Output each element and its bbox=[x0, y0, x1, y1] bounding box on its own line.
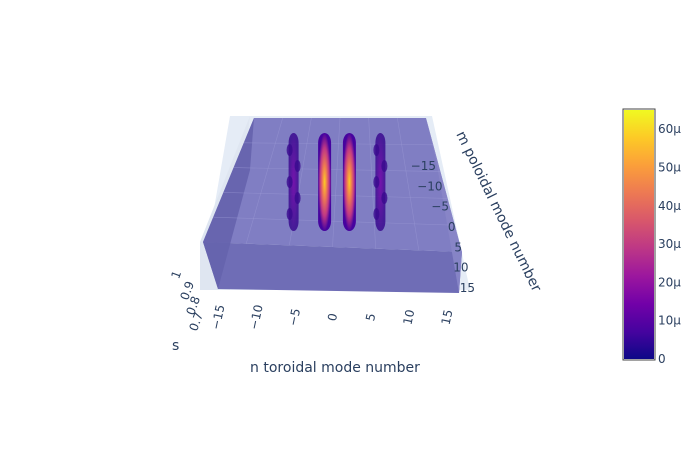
y-tick-labels: −15 −10 −5 0 5 10 15 bbox=[411, 159, 475, 295]
y-tick-label: −10 bbox=[417, 179, 442, 193]
y-tick-label: 15 bbox=[460, 281, 475, 295]
grid-line bbox=[332, 117, 341, 248]
colorbar-tick-label: 30μ bbox=[658, 237, 681, 251]
z-tick-label: 0.9 bbox=[177, 279, 197, 302]
peak-column-fringe bbox=[381, 160, 388, 172]
grid-lines bbox=[213, 117, 455, 251]
x-axis-title: n toroidal mode number bbox=[250, 360, 420, 376]
peak-column-fringe bbox=[286, 176, 293, 188]
z-tick-label: 0.7 bbox=[186, 310, 206, 333]
x-tick-label: −5 bbox=[286, 307, 303, 327]
colorbar-tick-label: 20μ bbox=[658, 275, 681, 289]
isosurface-slab-side bbox=[426, 118, 462, 293]
y-tick-label: 10 bbox=[453, 261, 468, 275]
grid-line bbox=[233, 167, 441, 172]
peak-column-fringe bbox=[286, 144, 293, 156]
peak-column-fringe bbox=[373, 176, 380, 188]
x-tick-label: −15 bbox=[209, 303, 228, 331]
peak-column-fringe bbox=[294, 192, 301, 204]
peak-column bbox=[375, 133, 386, 231]
peak-column-fringe bbox=[286, 208, 293, 220]
colorbar-tick-label: 60μ bbox=[658, 122, 681, 136]
peak-column-fringe bbox=[294, 160, 301, 172]
x-tick-label: 0 bbox=[325, 312, 340, 322]
peak-column bbox=[318, 133, 332, 231]
z-axis-title: s bbox=[172, 338, 179, 354]
z-tick-label: 0.8 bbox=[183, 294, 203, 317]
grid-line bbox=[245, 117, 283, 244]
colorbar-frame bbox=[622, 108, 656, 361]
colorbar-tick-label: 40μ bbox=[658, 199, 681, 213]
grid-line bbox=[397, 117, 420, 251]
peak-column bbox=[288, 133, 299, 231]
peak-column bbox=[342, 133, 356, 231]
peak-column-fringe bbox=[381, 192, 388, 204]
z-tick-labels: 0.70.80.91 bbox=[168, 269, 206, 333]
colorbar: 0 10μ 20μ 30μ 40μ 50μ 60μ bbox=[622, 108, 681, 366]
x-tick-label: −10 bbox=[247, 303, 266, 331]
y-tick-label: −5 bbox=[431, 200, 449, 214]
3d-scene[interactable] bbox=[200, 116, 470, 293]
grid-line bbox=[368, 117, 376, 249]
x-tick-label: 15 bbox=[439, 308, 456, 326]
y-tick-label: −15 bbox=[411, 159, 436, 173]
x-tick-label: 5 bbox=[363, 312, 378, 322]
colorbar-gradient bbox=[624, 110, 654, 359]
y-tick-label: 5 bbox=[454, 240, 462, 254]
colorbar-tick-label: 50μ bbox=[658, 160, 681, 174]
x-tick-labels: −15 −10 −5 0 5 10 15 bbox=[209, 303, 456, 331]
isosurface-slab-front bbox=[203, 242, 462, 293]
peak-column-fringe bbox=[373, 208, 380, 220]
colorbar-ticks: 0 10μ 20μ 30μ 40μ 50μ 60μ bbox=[658, 122, 681, 366]
peak-column-fringe bbox=[373, 144, 380, 156]
isosurface-slab-left bbox=[203, 118, 254, 289]
colorbar-tick-label: 10μ bbox=[658, 314, 681, 328]
x-tick-label: 10 bbox=[400, 308, 417, 326]
z-tick-label: 1 bbox=[168, 269, 184, 281]
isosurface-slab-top bbox=[203, 118, 462, 252]
y-tick-label: 0 bbox=[448, 220, 456, 234]
grid-line bbox=[243, 142, 434, 146]
grid-line bbox=[223, 192, 448, 199]
peak-columns bbox=[286, 133, 388, 231]
colorbar-tick-label: 0 bbox=[658, 352, 666, 366]
grid-line bbox=[213, 216, 455, 226]
